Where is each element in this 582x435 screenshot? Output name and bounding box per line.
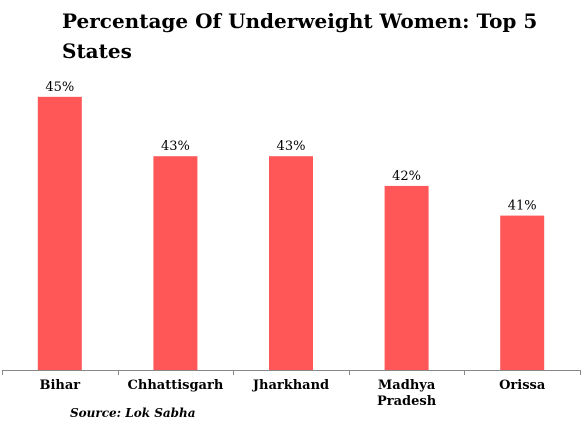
category-label: Madhya bbox=[378, 378, 436, 393]
data-label: 43% bbox=[277, 139, 306, 154]
bar bbox=[384, 185, 429, 370]
category-label: Bihar bbox=[39, 378, 80, 393]
bar bbox=[153, 156, 198, 370]
data-label: 42% bbox=[392, 169, 421, 184]
source-note: Source: Lok Sabha bbox=[70, 406, 196, 420]
data-label: 45% bbox=[45, 80, 74, 95]
x-axis bbox=[2, 370, 581, 375]
data-label: 43% bbox=[161, 139, 190, 154]
category-label: Jharkhand bbox=[252, 378, 329, 393]
category-label: Pradesh bbox=[377, 394, 437, 409]
bar bbox=[269, 156, 313, 370]
data-label: 41% bbox=[508, 199, 537, 214]
category-label: Orissa bbox=[499, 378, 546, 393]
chart-title: Percentage Of Underweight Women: Top 5 S… bbox=[62, 9, 538, 63]
bar bbox=[500, 215, 545, 370]
data-labels-group: 45% 43% 43% 42% 41% bbox=[45, 80, 536, 214]
bar bbox=[37, 96, 82, 370]
bars-group bbox=[37, 96, 545, 370]
category-label: Chhattisgarh bbox=[128, 378, 224, 393]
